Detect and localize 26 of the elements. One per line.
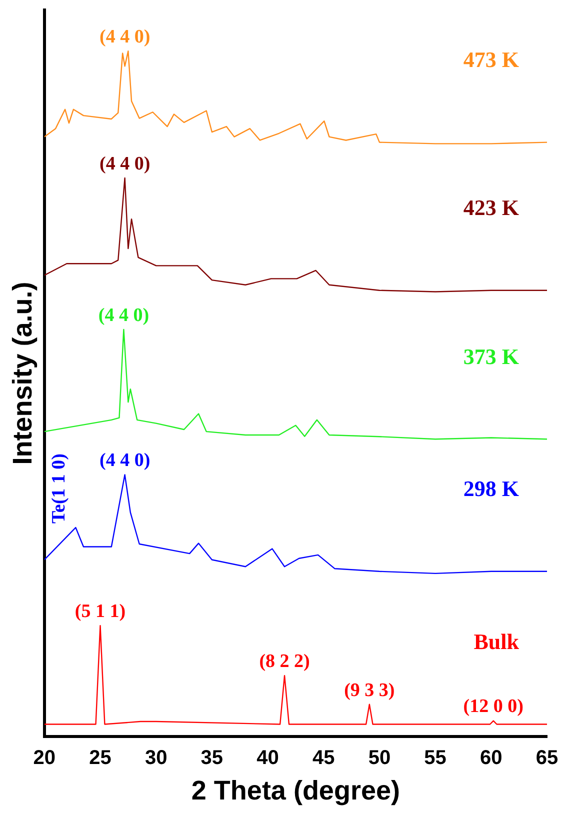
x-tick-label: 20	[33, 747, 56, 770]
x-tick-label: 40	[256, 747, 279, 770]
annotation: (4 4 0)	[99, 26, 150, 48]
x-tick-label: 55	[424, 747, 446, 770]
x-tick-label: 60	[480, 747, 502, 770]
annotation: (12 0 0)	[463, 696, 524, 718]
text: 423 K	[463, 195, 519, 220]
x-axis-title: 2 Theta (degree)	[191, 775, 400, 806]
text: 473 K	[463, 46, 519, 72]
annotation: Te(1 1 0)	[48, 454, 70, 524]
y-axis-title: Intensity (a.u.)	[8, 282, 38, 465]
text: 298 K	[463, 476, 519, 502]
x-tick-label: 65	[536, 747, 558, 770]
text: Bulk	[474, 628, 520, 654]
annotation: (9 3 3)	[344, 680, 395, 701]
x-tick-label: 45	[312, 747, 335, 770]
text: 373 K	[463, 344, 519, 369]
x-tick-label: 25	[89, 747, 112, 770]
annotation: (5 1 1)	[74, 600, 126, 622]
x-tick-label: 35	[200, 747, 224, 770]
x-tick-label: 30	[144, 747, 168, 770]
x-tick-label: 50	[368, 747, 391, 770]
annotation: (4 4 0)	[99, 153, 150, 174]
annotation: (4 4 0)	[98, 304, 150, 326]
annotation: (8 2 2)	[259, 651, 310, 672]
annotation: (4 4 0)	[99, 450, 150, 472]
